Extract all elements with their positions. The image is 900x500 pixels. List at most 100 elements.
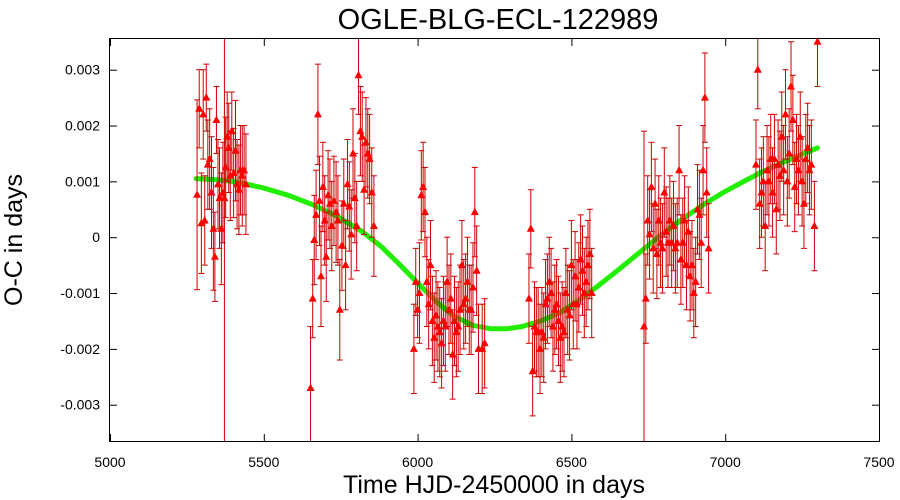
y-tick-label: 0 [92, 229, 100, 245]
x-tick-label: 6500 [556, 454, 587, 470]
data-point [312, 210, 321, 218]
data-point [325, 199, 334, 207]
data-point [691, 277, 700, 285]
data-point [437, 338, 446, 347]
data-point [454, 322, 463, 330]
data-point [561, 288, 570, 296]
data-point [680, 216, 689, 224]
data-point [478, 344, 487, 352]
data-point [686, 271, 695, 280]
data-point [318, 182, 327, 190]
data-point [684, 227, 693, 235]
y-tick-label: -0.003 [60, 397, 100, 413]
data-point [367, 188, 376, 196]
x-tick-label: 5000 [94, 454, 125, 470]
data-point [356, 126, 365, 135]
data-point [790, 182, 799, 190]
data-point [343, 179, 352, 188]
data-point [641, 294, 650, 302]
data-point [463, 277, 472, 285]
data-point [554, 316, 563, 324]
data-point [421, 207, 429, 216]
data-point [752, 160, 760, 168]
errorbar-layer [194, 39, 821, 441]
data-point [452, 327, 461, 336]
data-point [801, 154, 810, 162]
data-point [794, 165, 803, 174]
data-point [209, 224, 218, 232]
data-point [567, 260, 576, 269]
data-point [669, 221, 678, 229]
data-point [199, 109, 208, 118]
data-point [322, 252, 331, 260]
data-point [327, 221, 336, 229]
data-point [195, 104, 204, 112]
data-point [333, 216, 342, 224]
data-point [682, 260, 691, 269]
data-point [448, 350, 457, 358]
data-point [345, 202, 354, 210]
tick-layer: 5000 5500 6000 6500 7000 7500 -0.003 -0.002 -0.0… [60, 39, 895, 470]
data-point [233, 179, 241, 188]
data-point [547, 288, 556, 296]
data-point [221, 162, 230, 171]
data-point [699, 165, 708, 174]
data-point [560, 327, 568, 336]
chart-title: OGLE-BLG-ECL-122989 [338, 4, 659, 36]
data-point [205, 154, 214, 162]
data-point [792, 154, 801, 162]
data-point [525, 294, 533, 302]
data-point [776, 171, 784, 179]
data-point [572, 299, 581, 308]
data-point [582, 277, 591, 285]
y-tick-label: 0.001 [65, 173, 100, 189]
marker-layer [193, 37, 822, 391]
data-point [224, 143, 233, 151]
data-point [671, 243, 680, 252]
data-point [361, 137, 370, 146]
data-point [697, 238, 706, 246]
data-point [643, 216, 652, 224]
data-point [354, 70, 363, 79]
data-point [676, 255, 685, 263]
data-point [763, 165, 771, 174]
data-point [223, 132, 232, 140]
data-point [329, 196, 338, 204]
data-point [803, 143, 812, 151]
data-point [430, 333, 439, 341]
data-point [317, 271, 325, 280]
data-point [550, 305, 559, 313]
data-point [369, 221, 378, 229]
data-point [788, 115, 797, 123]
data-point [450, 316, 459, 324]
data-point [238, 171, 247, 179]
data-point [341, 260, 350, 269]
data-point [587, 288, 596, 296]
data-point [574, 283, 583, 291]
data-point [349, 149, 357, 157]
data-point [785, 149, 794, 157]
data-point [541, 299, 550, 308]
data-point [558, 322, 567, 330]
data-point [774, 160, 783, 168]
data-point [678, 238, 687, 246]
data-point [234, 185, 243, 193]
data-point [424, 299, 433, 308]
data-point [217, 224, 226, 232]
data-point [411, 277, 420, 285]
data-point [526, 224, 535, 232]
data-point [415, 288, 424, 296]
data-point [214, 179, 222, 188]
data-point [673, 238, 682, 246]
x-tick-label: 6000 [402, 454, 433, 470]
data-point [783, 176, 792, 185]
data-point [777, 132, 786, 140]
data-point [764, 176, 773, 185]
data-point [422, 277, 431, 285]
data-point [645, 229, 654, 238]
data-point [556, 333, 565, 341]
data-point [337, 241, 346, 249]
data-point [457, 260, 466, 269]
data-point [647, 182, 656, 190]
data-point [552, 299, 561, 308]
